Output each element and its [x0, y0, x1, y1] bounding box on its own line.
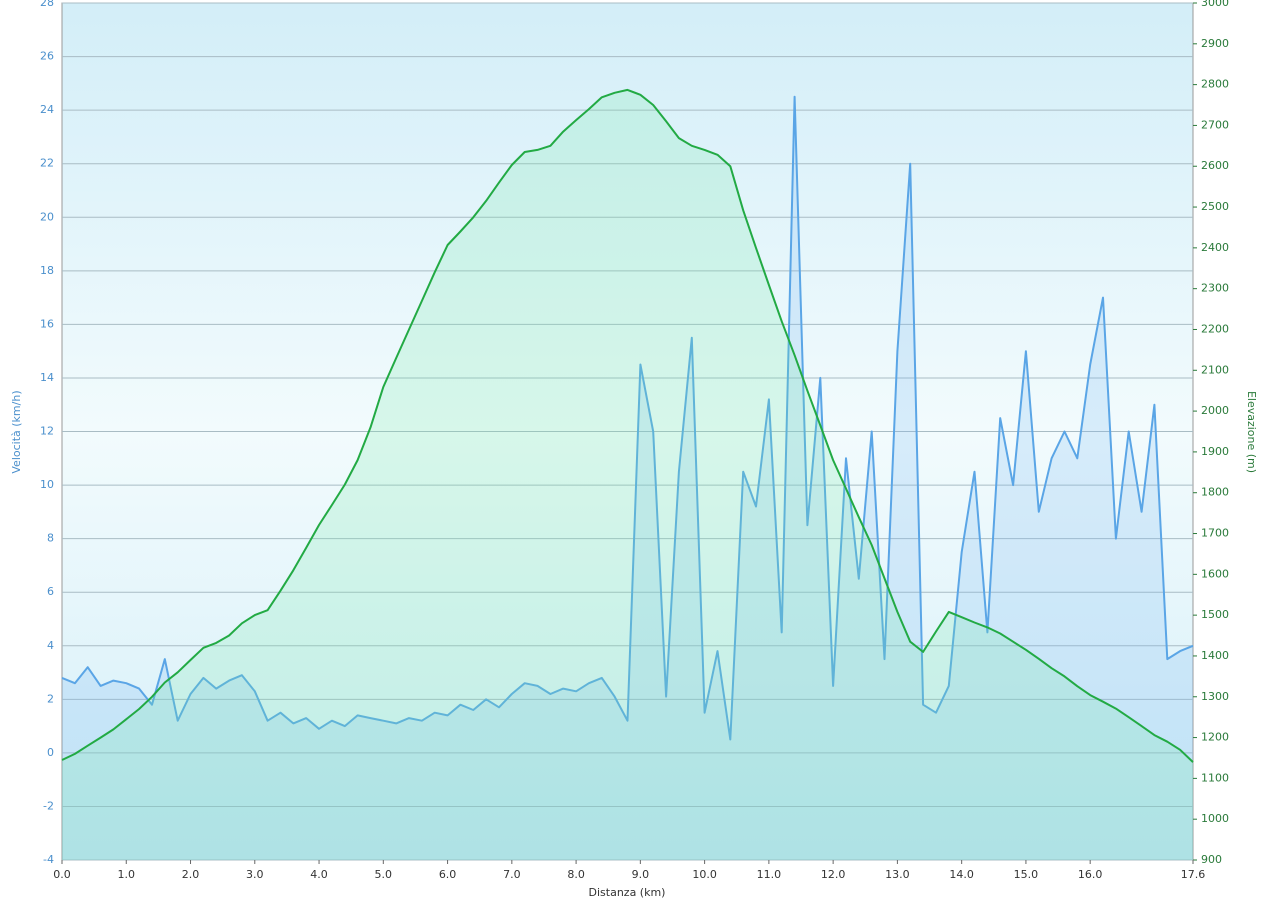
x-tick-label: 11.0	[757, 868, 782, 881]
y2-tick-label: 1300	[1201, 690, 1229, 703]
y-tick-label: 8	[47, 532, 54, 545]
x-tick-label: 10.0	[692, 868, 717, 881]
x-tick-label: 2.0	[182, 868, 200, 881]
y-tick-label: 28	[40, 0, 54, 9]
y2-tick-label: 2400	[1201, 241, 1229, 254]
y-tick-label: 0	[47, 746, 54, 759]
x-tick-label: 5.0	[375, 868, 393, 881]
y-tick-label: 6	[47, 585, 54, 598]
y-tick-label: -4	[43, 853, 54, 866]
x-tick-label: 14.0	[949, 868, 974, 881]
x-tick-label: 16.0	[1078, 868, 1103, 881]
area-fill	[62, 96, 1193, 860]
y2-tick-label: 2700	[1201, 118, 1229, 131]
y-tick-label: 12	[40, 425, 54, 438]
y2-tick-label: 2900	[1201, 37, 1229, 50]
y-tick-label: 2	[47, 692, 54, 705]
x-tick-label: 1.0	[118, 868, 136, 881]
y2-tick-label: 2500	[1201, 200, 1229, 213]
y2-tick-label: 2800	[1201, 78, 1229, 91]
y2-tick-label: 1100	[1201, 771, 1229, 784]
y2-tick-label: 2600	[1201, 159, 1229, 172]
x-tick-label: 9.0	[632, 868, 650, 881]
y2-tick-label: 1700	[1201, 527, 1229, 540]
x-tick-label: 0.0	[53, 868, 71, 881]
y2-tick-label: 1000	[1201, 812, 1229, 825]
x-tick-label: 12.0	[821, 868, 846, 881]
x-axis-title: Distanza (km)	[589, 886, 666, 899]
y-tick-label: 18	[40, 264, 54, 277]
y2-tick-label: 1600	[1201, 567, 1229, 580]
y-tick-label: 14	[40, 371, 54, 384]
x-tick-label: 17.6	[1181, 868, 1206, 881]
y-tick-label: 10	[40, 478, 54, 491]
y-tick-label: 4	[47, 639, 54, 652]
y-tick-label: 20	[40, 210, 54, 223]
y2-tick-label: 1500	[1201, 608, 1229, 621]
y-tick-label: -2	[43, 799, 54, 812]
x-tick-label: 6.0	[439, 868, 457, 881]
x-tick-label: 13.0	[885, 868, 910, 881]
y-axis-title: Velocità (km/h)	[10, 390, 23, 473]
y2-tick-label: 2000	[1201, 404, 1229, 417]
line	[61, 95, 1194, 741]
y2-axis-title: Elevazione (m)	[1245, 391, 1258, 473]
y-tick-label: 22	[40, 157, 54, 170]
y2-tick-label: 1900	[1201, 445, 1229, 458]
area-fill	[62, 89, 1193, 860]
y-tick-label: 24	[40, 103, 54, 116]
x-tick-label: 8.0	[567, 868, 585, 881]
y2-tick-label: 900	[1201, 853, 1222, 866]
y2-tick-label: 3000	[1201, 0, 1229, 9]
y2-tick-label: 2200	[1201, 322, 1229, 335]
x-tick-label: 7.0	[503, 868, 521, 881]
x-tick-label: 3.0	[246, 868, 264, 881]
y-tick-label: 16	[40, 317, 54, 330]
x-tick-label: 4.0	[310, 868, 328, 881]
y2-tick-label: 2300	[1201, 282, 1229, 295]
y2-tick-label: 2100	[1201, 363, 1229, 376]
line	[61, 88, 1194, 763]
y-tick-label: 26	[40, 50, 54, 63]
y2-tick-label: 1200	[1201, 731, 1229, 744]
x-tick-label: 15.0	[1014, 868, 1039, 881]
y2-tick-label: 1400	[1201, 649, 1229, 662]
y2-tick-label: 1800	[1201, 486, 1229, 499]
